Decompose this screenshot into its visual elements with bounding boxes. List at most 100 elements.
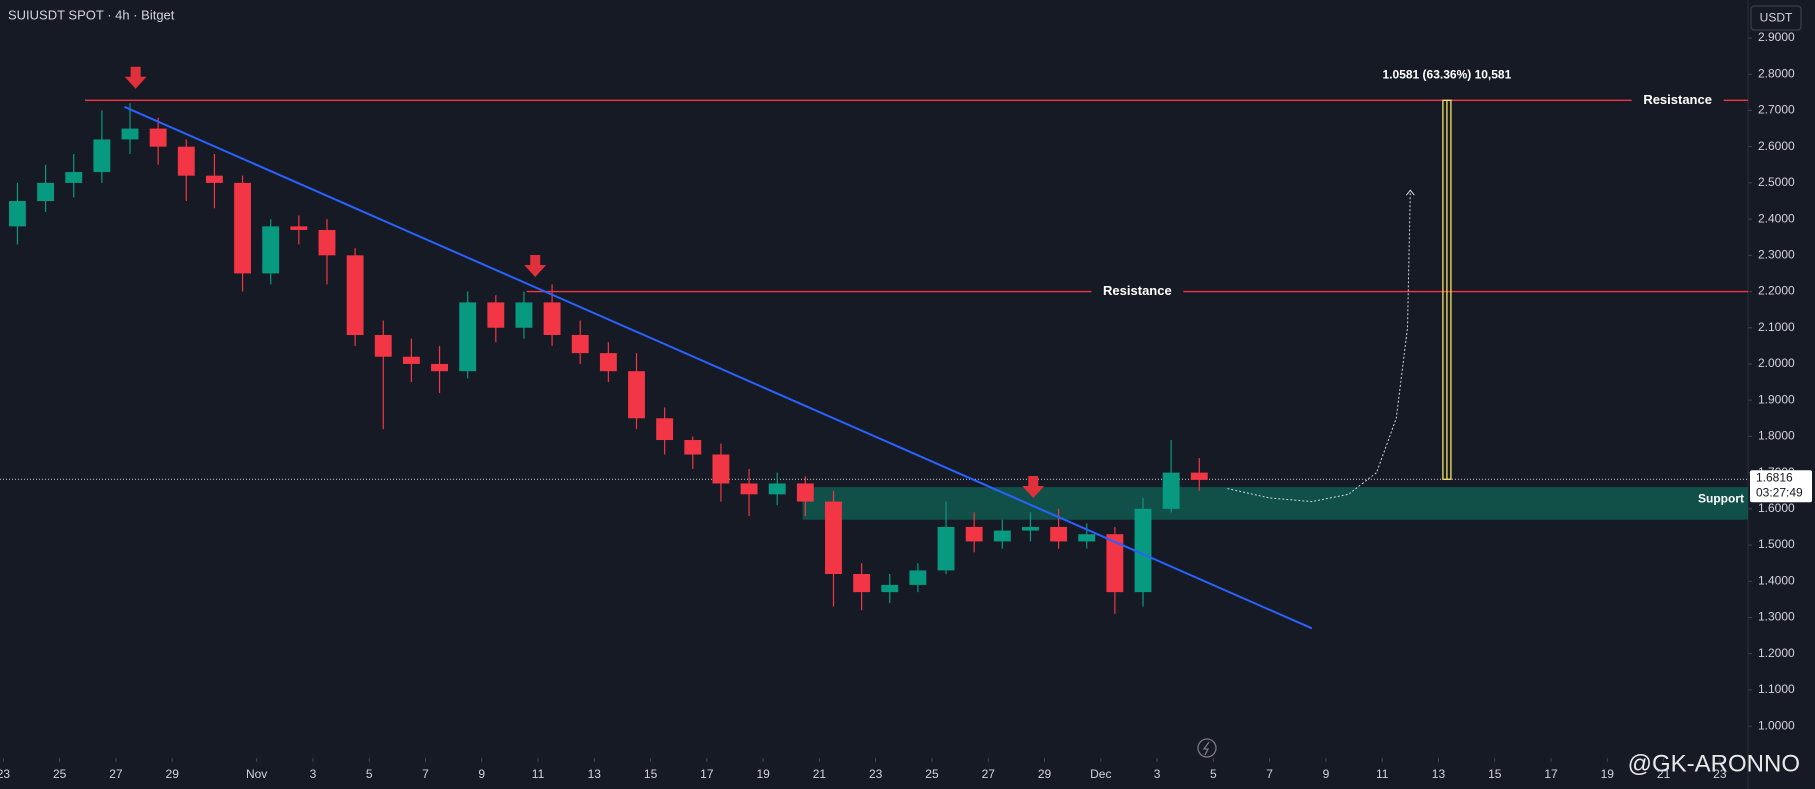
x-tick-label: 3 <box>310 767 317 781</box>
y-tick-label: 2.9000 <box>1758 30 1795 44</box>
candle-body <box>825 501 842 575</box>
x-tick-label: 23 <box>0 767 10 781</box>
candle-body <box>712 454 730 484</box>
candle-body <box>937 526 955 571</box>
x-tick-label: 23 <box>1713 767 1727 781</box>
resistance-label-bg <box>1631 91 1724 110</box>
resistance-label: Resistance <box>1643 92 1712 107</box>
currency-box[interactable] <box>1750 5 1802 31</box>
x-tick-label: 25 <box>925 767 939 781</box>
x-tick-label: 15 <box>644 767 658 781</box>
y-tick-label: 2.5000 <box>1758 175 1795 189</box>
candle-body <box>177 146 195 176</box>
y-tick-label: 1.9000 <box>1758 392 1795 406</box>
x-tick-label: 19 <box>756 767 770 781</box>
y-tick-label: 1.8000 <box>1758 429 1795 443</box>
x-tick-label: 15 <box>1488 767 1502 781</box>
x-tick-label: Nov <box>246 767 267 781</box>
y-tick-label: 1.1000 <box>1758 682 1795 696</box>
trendline <box>123 105 1313 630</box>
candle-body <box>543 302 561 335</box>
replay-icon[interactable] <box>1197 738 1217 758</box>
resistance-label: Resistance <box>1103 283 1172 298</box>
candle-body <box>853 574 871 593</box>
support-label: Support <box>1698 492 1744 506</box>
x-tick-label: 7 <box>1266 767 1273 781</box>
y-tick-label: 1.5000 <box>1758 537 1795 551</box>
candle-body <box>374 334 392 357</box>
x-tick-label: 17 <box>700 767 714 781</box>
candle-body <box>234 182 252 274</box>
x-tick-label: 25 <box>53 767 67 781</box>
y-tick-label: 1.2000 <box>1758 646 1795 660</box>
x-tick-label: 5 <box>366 767 373 781</box>
x-tick-label: 7 <box>422 767 429 781</box>
y-tick-label: 1.0000 <box>1758 718 1795 732</box>
x-tick-label: 21 <box>1657 767 1671 781</box>
plot-area: Support Resistance Resistance 1.0581 (63.36… <box>0 0 1752 789</box>
candle-body <box>599 353 617 372</box>
x-tick-label: 27 <box>982 767 996 781</box>
candle-body <box>571 334 589 354</box>
last-price-label: 1.6816 <box>1756 470 1793 484</box>
y-tick-label: 2.4000 <box>1758 211 1795 225</box>
x-tick-label: 29 <box>1038 767 1052 781</box>
y-tick-label: 1.6000 <box>1758 501 1795 515</box>
replay-icon-bolt <box>1202 741 1210 756</box>
candle-body <box>93 139 111 173</box>
candle-body <box>684 440 702 455</box>
y-tick-label: 1.3000 <box>1758 610 1795 624</box>
candle-body <box>65 172 83 183</box>
countdown: 03:27:49 <box>1756 485 1803 499</box>
candle-body <box>487 302 505 328</box>
candle-body <box>909 570 927 585</box>
candle-body <box>346 255 364 335</box>
candle-body <box>402 356 420 364</box>
candle-body <box>965 526 983 542</box>
down-arrow <box>524 255 547 278</box>
candle-body <box>205 175 223 183</box>
y-tick-label: 1.4000 <box>1758 573 1795 587</box>
candle-body <box>740 483 758 495</box>
y-tick-label: 2.6000 <box>1758 139 1795 153</box>
candle-body <box>656 418 674 441</box>
candle-body <box>121 128 139 140</box>
x-tick-label: 29 <box>166 767 180 781</box>
candle-body <box>515 302 533 328</box>
y-tick-label: 2.7000 <box>1758 103 1795 117</box>
candle-body <box>318 229 336 256</box>
candle-body <box>1078 534 1096 542</box>
candle-body <box>1106 534 1124 593</box>
x-tick-label: 27 <box>109 767 123 781</box>
currency[interactable]: USDT <box>1760 11 1793 25</box>
x-tick-label: 5 <box>1210 767 1217 781</box>
candle-body <box>290 226 308 230</box>
down-arrow <box>124 66 147 89</box>
x-tick-label: 17 <box>1544 767 1558 781</box>
x-tick-label: 3 <box>1154 767 1161 781</box>
chart-title: SUIUSDT SPOT · 4h · Bitget <box>8 7 175 22</box>
candle-body <box>796 483 814 502</box>
candle-body <box>1162 472 1180 509</box>
x-tick-label: 23 <box>869 767 883 781</box>
x-tick-label: 19 <box>1601 767 1615 781</box>
projection-curve <box>1227 189 1411 503</box>
down-arrow <box>1022 475 1045 498</box>
x-tick-label: 13 <box>588 767 602 781</box>
x-tick-label: 9 <box>1323 767 1330 781</box>
candle-body <box>459 302 477 372</box>
candle-body <box>1050 526 1068 542</box>
y-tick-label: 2.1000 <box>1758 320 1795 334</box>
measure-label: 1.0581 (63.36%) 10,581 <box>1383 67 1512 81</box>
candle-body <box>1190 472 1208 480</box>
candle-body <box>1022 526 1039 531</box>
x-tick-label: 9 <box>478 767 485 781</box>
y-tick-label: 2.0000 <box>1758 356 1795 370</box>
x-tick-label: 11 <box>1376 767 1389 781</box>
candle-body <box>881 584 899 593</box>
x-tick-label: 21 <box>813 767 827 781</box>
candle-body <box>1134 508 1152 593</box>
